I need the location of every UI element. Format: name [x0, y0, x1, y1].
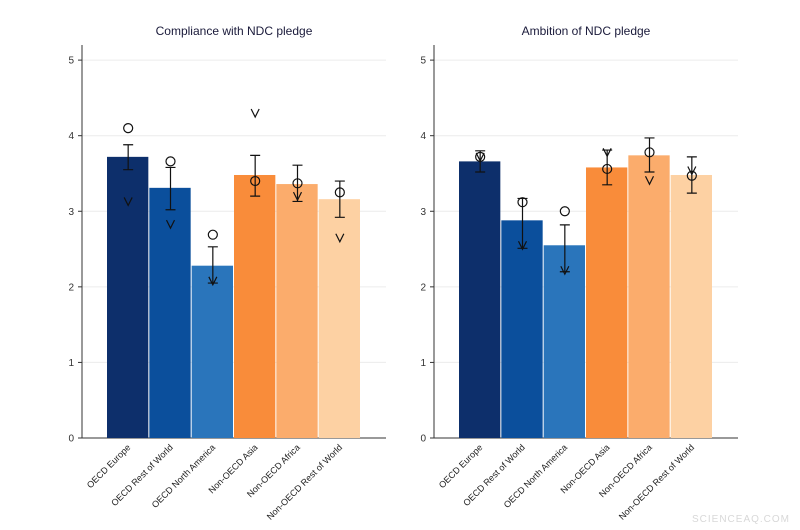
- bar: [234, 174, 276, 438]
- y-tick-label: 1: [68, 358, 74, 369]
- x-tick-label: Non-OECD Rest of World: [265, 442, 344, 521]
- x-tick-label: OECD Europe: [437, 442, 485, 490]
- error-bar: [165, 166, 176, 211]
- error-bar: [644, 137, 655, 173]
- chart-title: Compliance with NDC pledge: [156, 24, 313, 38]
- y-tick-label: 1: [420, 358, 426, 369]
- bar: [191, 265, 233, 438]
- error-bar: [123, 144, 134, 171]
- y-tick-label: 4: [68, 131, 74, 142]
- v-marker: [644, 176, 655, 186]
- v-marker: [687, 166, 697, 176]
- v-marker: [560, 265, 570, 276]
- y-tick-label: 2: [68, 282, 74, 293]
- error-bar: [207, 246, 218, 284]
- circle-marker: [165, 156, 176, 167]
- bar: [149, 187, 191, 438]
- v-marker: [292, 191, 303, 202]
- circle-marker: [250, 175, 261, 187]
- y-tick-label: 0: [68, 434, 74, 445]
- circle-marker: [334, 187, 345, 198]
- error-bar: [250, 154, 261, 197]
- bar: [586, 167, 628, 438]
- chart-title: Ambition of NDC pledge: [522, 24, 651, 38]
- y-tick-label: 5: [420, 56, 426, 67]
- bar: [459, 161, 501, 438]
- bar: [501, 220, 543, 438]
- y-tick-label: 3: [68, 207, 74, 218]
- circle-marker: [207, 229, 218, 240]
- bar: [670, 174, 712, 438]
- v-marker: [335, 233, 345, 244]
- bar: [318, 199, 360, 438]
- v-marker: [208, 276, 218, 287]
- bar: [628, 155, 670, 439]
- y-tick-label: 3: [420, 207, 426, 218]
- bar: [543, 245, 585, 438]
- y-tick-label: 2: [420, 282, 426, 293]
- circle-marker: [602, 163, 613, 175]
- y-tick-label: 0: [420, 434, 426, 445]
- v-marker: [165, 219, 176, 230]
- v-marker: [250, 108, 260, 119]
- panel: Compliance with NDC pledge 0 1 2 3 4 5 OECD Eur…: [68, 24, 386, 522]
- x-tick-label: Non-OECD Rest of World: [617, 442, 696, 521]
- v-marker: [123, 197, 133, 207]
- error-bar: [559, 224, 570, 273]
- bar: [107, 156, 149, 438]
- circle-marker: [517, 197, 528, 208]
- bar: [276, 184, 318, 438]
- circle-marker: [686, 170, 697, 181]
- watermark: SCIENCEAQ.COM: [692, 514, 790, 525]
- v-marker: [517, 241, 528, 251]
- error-bar: [334, 180, 345, 218]
- circle-marker: [292, 178, 303, 189]
- v-marker: [475, 152, 485, 163]
- v-marker: [602, 148, 612, 158]
- circle-marker: [644, 147, 655, 158]
- x-tick-label: OECD Europe: [85, 442, 133, 490]
- y-tick-label: 4: [420, 131, 426, 142]
- y-tick-label: 5: [68, 56, 74, 67]
- circle-marker: [123, 123, 134, 134]
- circle-marker: [559, 206, 570, 217]
